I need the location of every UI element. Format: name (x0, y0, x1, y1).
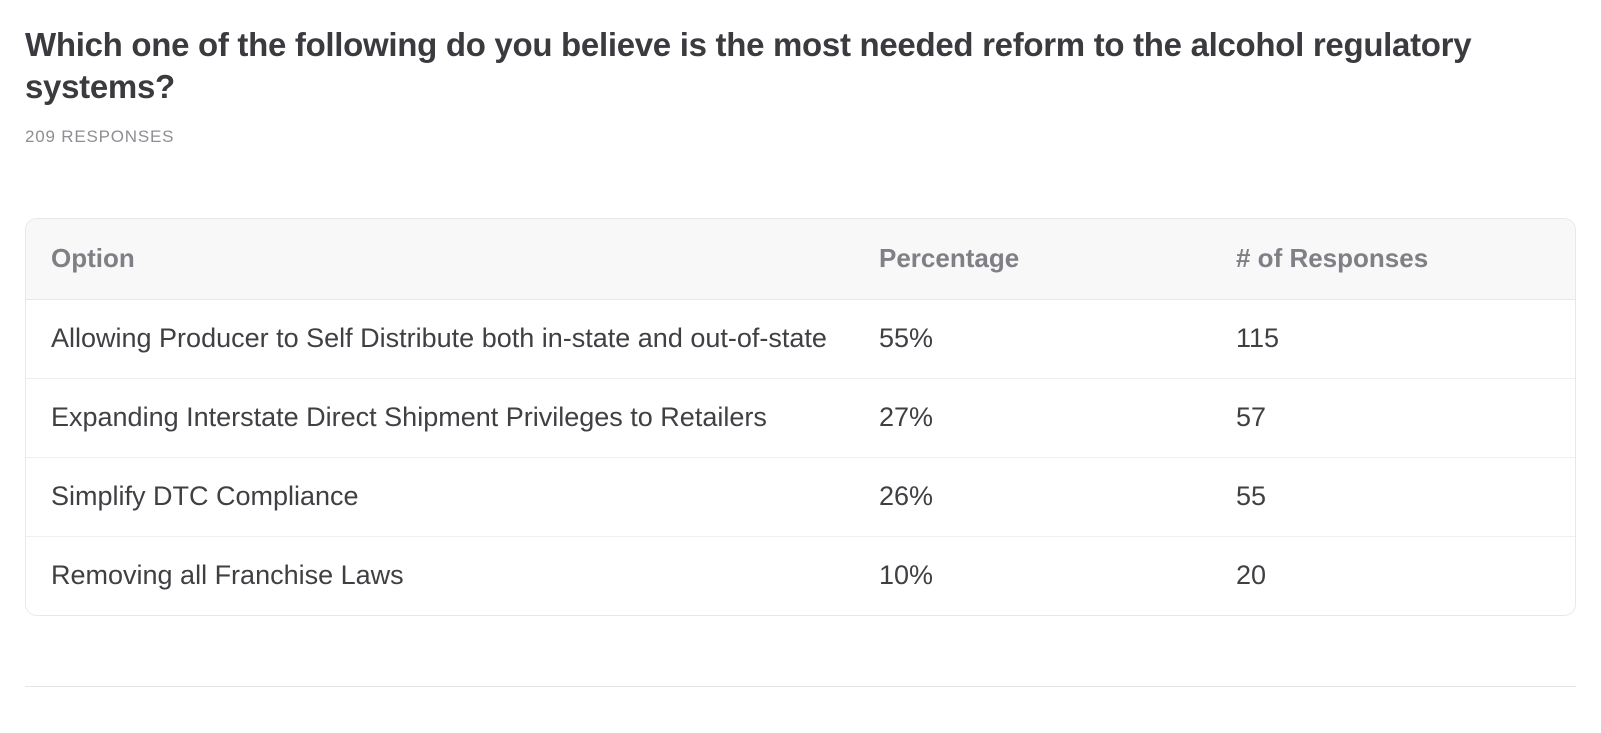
response-count: 209 RESPONSES (25, 127, 175, 146)
percentage-cell: 55% (854, 299, 1211, 378)
option-cell: Allowing Producer to Self Distribute bot… (26, 299, 854, 378)
option-cell: Simplify DTC Compliance (26, 456, 854, 536)
table-header-row: Option Percentage # of Responses (26, 219, 1575, 300)
table-row: Expanding Interstate Direct Shipment Pri… (26, 377, 1575, 457)
percentage-cell: 27% (854, 377, 1211, 457)
survey-results-page: Which one of the following do you believ… (25, 26, 1576, 687)
column-header-responses: # of Responses (1211, 219, 1575, 300)
section-divider (25, 686, 1576, 687)
results-table-card: Option Percentage # of Responses Allowin… (25, 218, 1576, 616)
percentage-cell: 26% (854, 456, 1211, 536)
table-header: Option Percentage # of Responses (26, 219, 1575, 300)
column-header-option: Option (26, 219, 854, 300)
results-table: Option Percentage # of Responses Allowin… (26, 219, 1575, 615)
responses-cell: 57 (1211, 377, 1575, 457)
table-row: Simplify DTC Compliance 26% 55 (26, 456, 1575, 536)
table-row: Removing all Franchise Laws 10% 20 (26, 535, 1575, 615)
table-row: Allowing Producer to Self Distribute bot… (26, 299, 1575, 378)
option-cell: Removing all Franchise Laws (26, 535, 854, 615)
option-cell: Expanding Interstate Direct Shipment Pri… (26, 377, 854, 457)
table-body: Allowing Producer to Self Distribute bot… (26, 299, 1575, 615)
responses-cell: 115 (1211, 299, 1575, 378)
percentage-cell: 10% (854, 535, 1211, 615)
column-header-percentage: Percentage (854, 219, 1211, 300)
responses-cell: 20 (1211, 535, 1575, 615)
question-title: Which one of the following do you believ… (25, 26, 1472, 105)
responses-cell: 55 (1211, 456, 1575, 536)
